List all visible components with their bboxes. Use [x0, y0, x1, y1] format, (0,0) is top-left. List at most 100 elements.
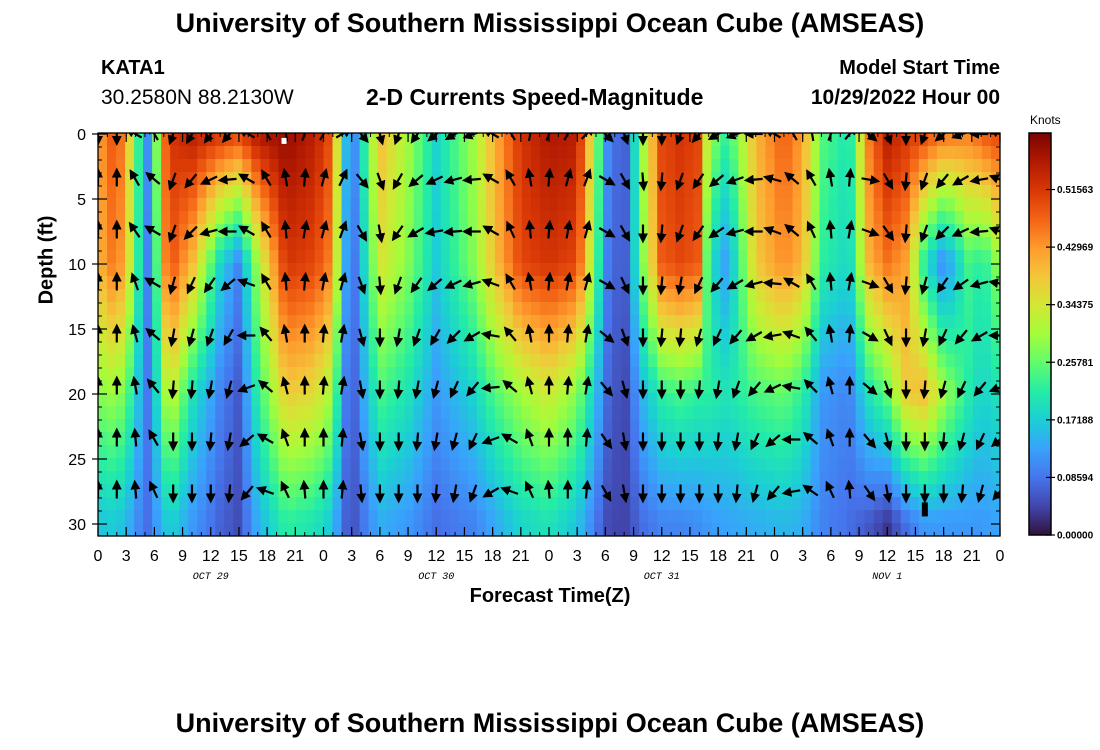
- heatmap-cell: [449, 250, 460, 264]
- heatmap-cell: [774, 354, 785, 368]
- heatmap-cell: [206, 198, 216, 212]
- heatmap-cell: [377, 315, 388, 329]
- heatmap-cell: [846, 497, 857, 511]
- heatmap-cell: [386, 432, 397, 446]
- heatmap-cell: [314, 432, 325, 446]
- heatmap-cell: [377, 458, 388, 472]
- x-tick-label: 12: [878, 548, 896, 565]
- heatmap-cell: [621, 523, 631, 536]
- heatmap-cell: [954, 146, 965, 160]
- heatmap-cell: [927, 419, 938, 433]
- current-arrow: [356, 328, 367, 348]
- heatmap-cell: [738, 237, 749, 251]
- heatmap-cell: [422, 341, 433, 355]
- heatmap-cell: [918, 146, 929, 160]
- heatmap-cell: [972, 393, 983, 407]
- heatmap-cell: [377, 185, 388, 199]
- heatmap-cell: [711, 458, 721, 472]
- heatmap-cell: [206, 354, 216, 368]
- heatmap-cell: [197, 367, 207, 381]
- heatmap-cell: [576, 458, 586, 472]
- heatmap-cell: [260, 406, 270, 420]
- heatmap-cell: [287, 211, 298, 225]
- heatmap-cell: [458, 380, 469, 394]
- heatmap-cell: [855, 484, 866, 498]
- heatmap-cell: [855, 354, 866, 368]
- heatmap-cell: [774, 146, 785, 160]
- heatmap-cell: [152, 159, 162, 173]
- heatmap-cell: [98, 211, 108, 225]
- colorbar-tick-label: 0.17188: [1057, 415, 1094, 426]
- heatmap-cell: [765, 198, 776, 212]
- heatmap-cell: [305, 328, 316, 342]
- heatmap-cell: [657, 237, 667, 251]
- heatmap-cell: [729, 302, 740, 316]
- heatmap-cell: [954, 419, 965, 433]
- heatmap-cell: [332, 198, 343, 212]
- current-arrow: [825, 428, 835, 447]
- heatmap-cell: [269, 237, 279, 251]
- heatmap-cell: [738, 497, 749, 511]
- heatmap-cell: [197, 354, 207, 368]
- heatmap-cell: [422, 458, 433, 472]
- heatmap-cell: [729, 458, 740, 472]
- heatmap-cell: [810, 133, 821, 147]
- heatmap-cell: [990, 159, 1000, 173]
- heatmap-cell: [585, 328, 595, 342]
- heatmap-cell: [855, 419, 866, 433]
- heatmap-cell: [576, 172, 586, 186]
- heatmap-cell: [909, 172, 920, 186]
- heatmap-cell: [765, 497, 776, 511]
- heatmap-cell: [350, 471, 361, 485]
- heatmap-cell: [873, 237, 884, 251]
- current-arrow: [656, 328, 667, 348]
- heatmap-cell: [197, 406, 207, 420]
- heatmap-cell: [161, 497, 171, 511]
- heatmap-cell: [98, 484, 108, 498]
- heatmap-cell: [594, 263, 604, 277]
- heatmap-cell: [458, 523, 469, 536]
- heatmap-cell: [413, 471, 424, 485]
- heatmap-cell: [963, 263, 974, 277]
- heatmap-cell: [98, 159, 108, 173]
- current-arrow: [763, 226, 782, 236]
- current-arrow: [502, 379, 518, 393]
- heatmap-cell: [666, 224, 676, 238]
- heatmap-cell: [296, 315, 307, 329]
- current-arrow: [863, 433, 877, 449]
- heatmap-cell: [693, 237, 703, 251]
- heatmap-cell: [521, 393, 532, 407]
- heatmap-cell: [594, 289, 604, 303]
- heatmap-cell: [530, 380, 541, 394]
- heatmap-cell: [945, 159, 956, 173]
- heatmap-cell: [612, 380, 622, 394]
- heatmap-cell: [855, 341, 866, 355]
- heatmap-cell: [837, 224, 848, 238]
- heatmap-cell: [179, 432, 189, 446]
- heatmap-cell: [215, 497, 225, 511]
- heatmap-cell: [197, 263, 207, 277]
- heatmap-cell: [323, 354, 334, 368]
- heatmap-cell: [305, 263, 316, 277]
- heatmap-cell: [440, 172, 451, 186]
- heatmap-cell: [657, 146, 667, 160]
- heatmap-cell: [702, 289, 712, 303]
- heatmap-cell: [134, 354, 144, 368]
- heatmap-cell: [603, 367, 613, 381]
- heatmap-cell: [539, 263, 550, 277]
- heatmap-cell: [990, 393, 1000, 407]
- current-arrow: [806, 169, 817, 187]
- heatmap-cell: [503, 419, 514, 433]
- heatmap-cell: [549, 484, 559, 498]
- heatmap-cell: [134, 159, 144, 173]
- current-arrow: [782, 330, 801, 340]
- heatmap-cell: [909, 523, 920, 536]
- heatmap-cell: [467, 302, 478, 316]
- heatmap-cell: [576, 484, 586, 498]
- heatmap-cell: [594, 523, 604, 536]
- heatmap-cell: [278, 315, 289, 329]
- heatmap-cell: [603, 198, 613, 212]
- heatmap-cell: [909, 471, 920, 485]
- heatmap-cell: [350, 458, 361, 472]
- heatmap-cell: [116, 523, 126, 536]
